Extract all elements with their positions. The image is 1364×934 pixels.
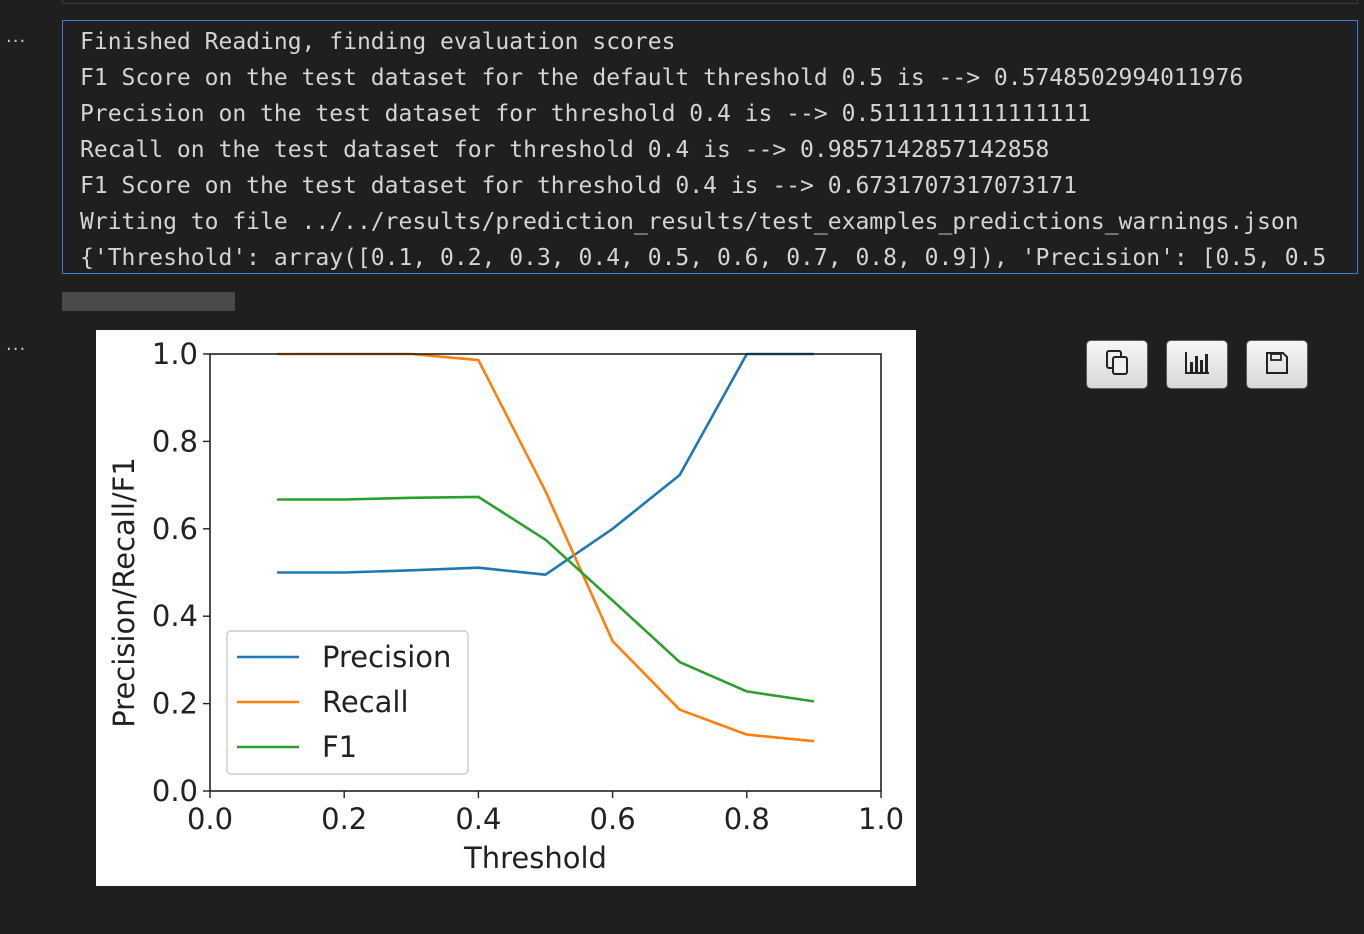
output-line: {'Threshold': array([0.1, 0.2, 0.3, 0.4,… [80, 245, 1327, 271]
series-line-f1 [277, 495, 815, 703]
x-tick-label: 1.0 [858, 802, 904, 836]
y-tick-label: 0.0 [152, 774, 198, 808]
x-tick-label: 0.0 [187, 802, 233, 836]
copy-icon [1104, 349, 1130, 381]
text-output-area[interactable]: Finished Reading, finding evaluation sco… [62, 20, 1358, 274]
legend-label-precision: Precision [322, 640, 451, 674]
output-line: F1 Score on the test dataset for thresho… [80, 173, 1077, 199]
horizontal-scrollbar-thumb[interactable] [62, 292, 235, 311]
legend-label-f1: F1 [322, 730, 357, 764]
line-chart: 0.0 0.2 0.4 0.6 0.8 1.0 0.0 0.2 0.4 0.6 0.8 1.0 Thre… [107, 337, 904, 875]
output-line: Writing to file ../../results/prediction… [80, 209, 1299, 235]
output-line: F1 Score on the test dataset for the def… [80, 65, 1244, 91]
floppy-save-icon [1265, 351, 1289, 379]
bar-chart-icon [1183, 350, 1211, 380]
plot-output: 0.0 0.2 0.4 0.6 0.8 1.0 0.0 0.2 0.4 0.6 0.8 1.0 Thre… [96, 330, 916, 886]
y-tick-label: 0.8 [152, 424, 198, 458]
y-tick-label: 1.0 [152, 337, 198, 371]
save-output-button[interactable] [1246, 340, 1308, 389]
y-tick-label: 0.2 [152, 687, 198, 721]
y-axis-label: Precision/Recall/F1 [107, 457, 141, 728]
previous-cell-border [62, 0, 1358, 4]
copy-output-button[interactable] [1086, 340, 1148, 389]
output-line: Precision on the test dataset for thresh… [80, 101, 1091, 127]
y-tick-label: 0.6 [152, 512, 198, 546]
legend-label-recall: Recall [322, 685, 409, 719]
plot-area-frame [209, 353, 882, 792]
series-line-precision [277, 352, 814, 576]
output-collapse-toggle[interactable]: ... [6, 334, 27, 355]
output-line: Finished Reading, finding evaluation sco… [80, 29, 676, 55]
legend-box [226, 630, 469, 775]
x-tick-label: 0.4 [455, 802, 501, 836]
x-tick-label: 0.2 [321, 802, 367, 836]
x-tick-label: 0.6 [590, 802, 636, 836]
x-tick-label: 0.8 [724, 802, 770, 836]
output-collapse-toggle[interactable]: ... [6, 26, 27, 47]
y-tick-label: 0.4 [152, 599, 198, 633]
output-line: Recall on the test dataset for threshold… [80, 137, 1050, 163]
view-chart-button[interactable] [1166, 340, 1228, 389]
x-axis-label: Threshold [463, 841, 607, 875]
